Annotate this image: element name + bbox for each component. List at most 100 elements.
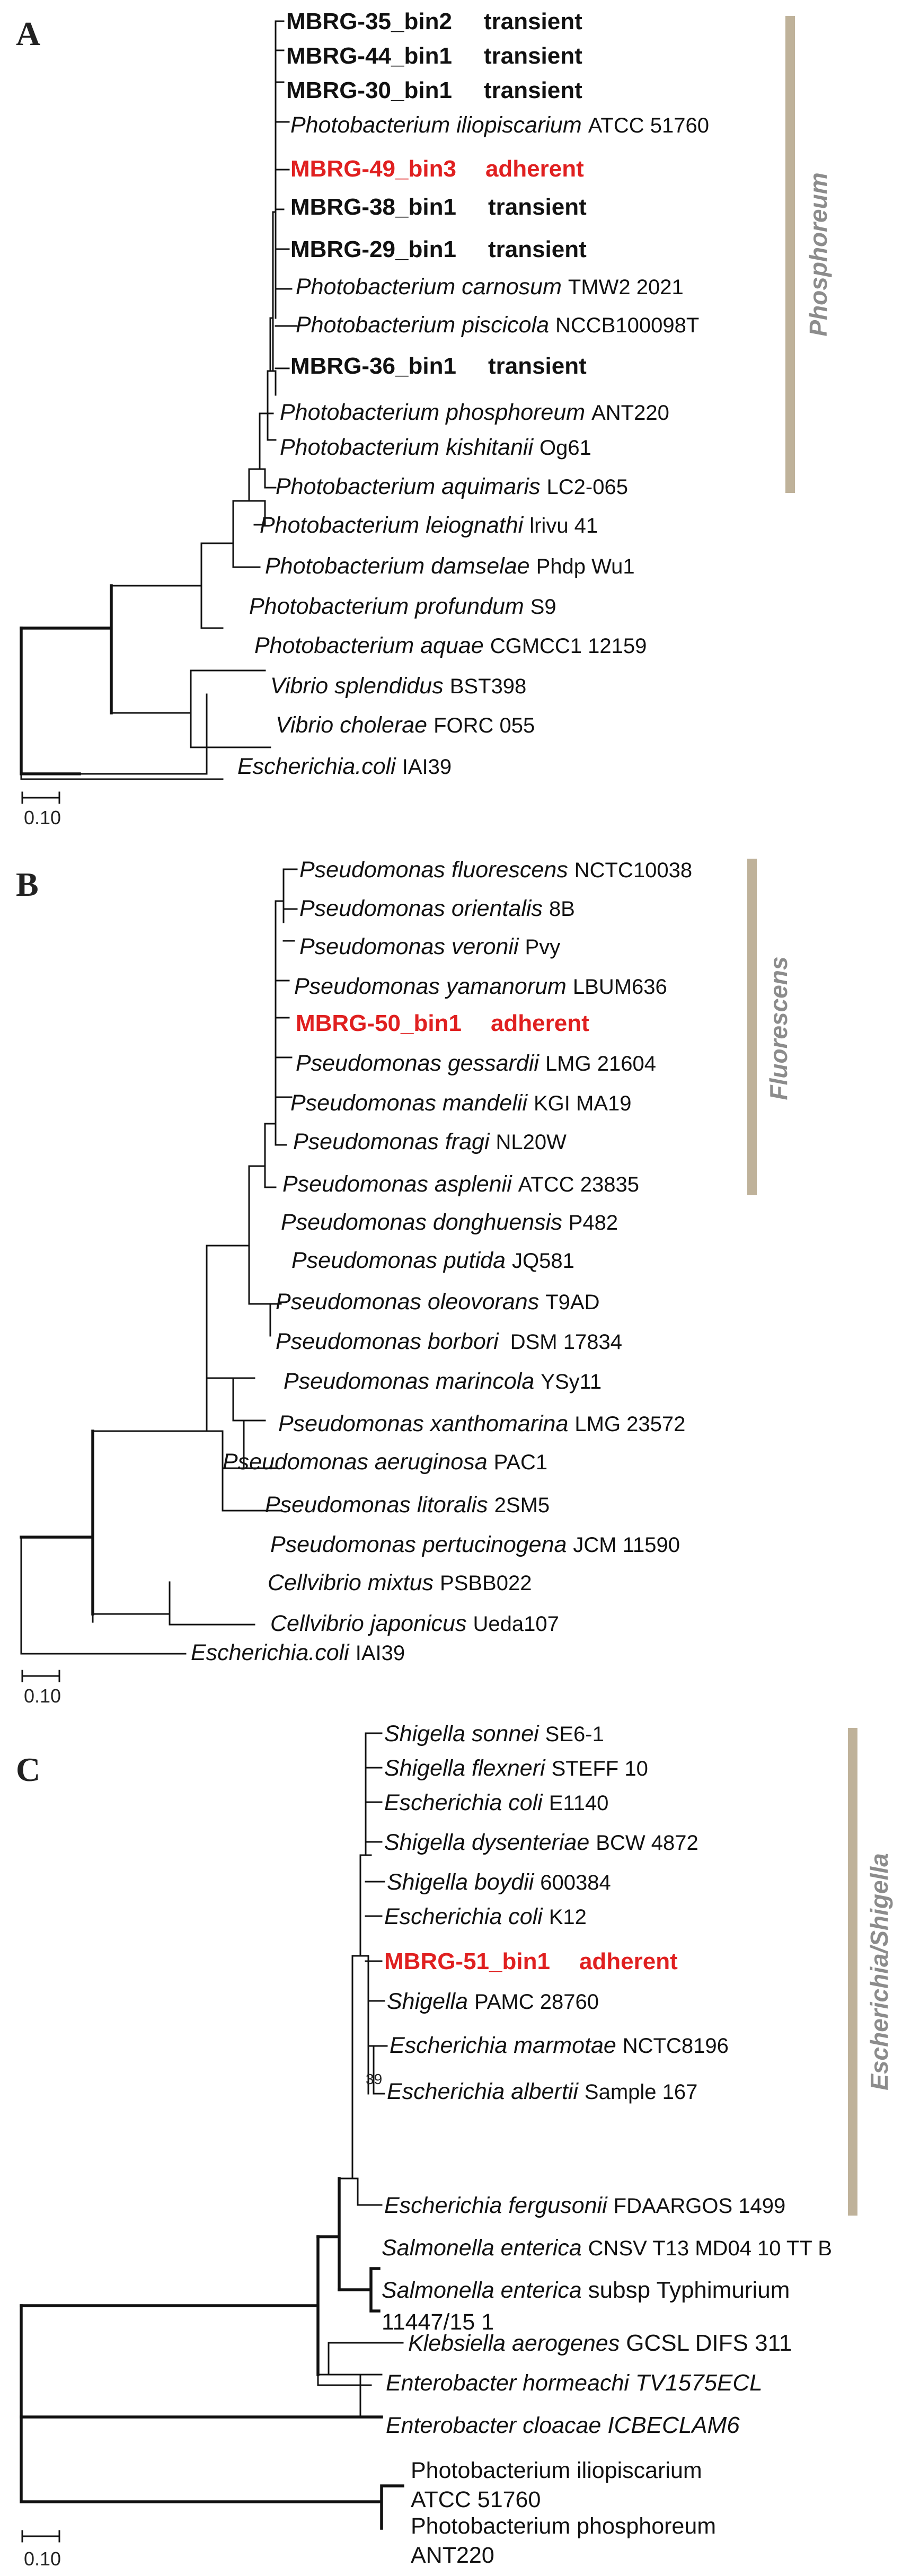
leaf-b-6: Pseudomonas gessardii — [296, 1051, 539, 1076]
panel-b-clade-bar — [747, 859, 757, 1195]
leaf-c-6: Escherichia coli — [384, 1904, 543, 1929]
panel-c-scale-label: 0.10 — [24, 2548, 61, 2570]
leaf-c-2: Shigella flexneri — [384, 1755, 546, 1781]
panel-b-scale-label: 0.10 — [24, 1685, 61, 1707]
panel-c-branches — [20, 1732, 404, 2530]
leaf-c-15: Enterobacter hormeachi — [386, 2370, 630, 2396]
panel-b-branches — [20, 868, 298, 1655]
leaf-c-16: Enterobacter cloacae — [386, 2413, 601, 2438]
leaf-a-16: Photobacterium profundum — [249, 594, 524, 619]
panel-b: B Fluorescens Pseudomonas fluorescens NCT… — [16, 857, 792, 1707]
leaf-c-9: Escherichia marmotae — [390, 2033, 616, 2058]
leaf-a-3: MBRG-30_bin1 — [286, 77, 452, 103]
leaf-a-6: MBRG-38_bin1 — [290, 194, 456, 220]
leaf-c-17-line2: ATCC 51760 — [411, 2487, 541, 2512]
leaf-c-4: Shigella dysenteriae — [384, 1830, 589, 1855]
leaf-a-13: Photobacterium aquimaris — [276, 474, 541, 499]
panel-c: C Escherichia/Shigella 39 Shigella sonne… — [16, 1721, 893, 2570]
leaf-a-4: Photobacterium iliopiscarium — [290, 112, 582, 138]
leaf-c-18-line2: ANT220 — [411, 2543, 494, 2568]
panel-a-leaves: MBRG-35_bin2 transient MBRG-44_bin1 transi… — [237, 8, 709, 779]
leaf-c-1: Shigella sonnei — [384, 1721, 539, 1746]
leaf-a-9: Photobacterium piscicola — [296, 312, 549, 338]
leaf-c-7: MBRG-51_bin1 — [384, 1948, 550, 1974]
leaf-a-20: Escherichia.coli — [237, 754, 396, 779]
leaf-c-13-line2: 11447/15 1 — [382, 2309, 494, 2335]
leaf-a-1: MBRG-35_bin2 — [286, 8, 452, 34]
panel-b-scale-bar: 0.10 — [21, 1670, 61, 1707]
leaf-c-14: Klebsiella aerogenes — [408, 2331, 620, 2356]
panel-a-branches — [20, 20, 298, 780]
panel-c-clade-label: Escherichia/Shigella — [865, 1853, 893, 2090]
panel-a-scale-bar: 0.10 — [21, 791, 61, 828]
panel-a-letter: A — [16, 15, 40, 52]
leaf-c-17: Photobacterium iliopiscarium — [411, 2458, 702, 2483]
leaf-b-19: Cellvibrio mixtus — [268, 1570, 434, 1595]
leaf-b-2: Pseudomonas orientalis — [299, 896, 543, 921]
panel-c-node-label: 39 — [366, 2071, 382, 2087]
leaf-c-5: Shigella boydii — [387, 1869, 535, 1895]
leaf-b-14: Pseudomonas marincola — [284, 1369, 534, 1394]
leaf-b-10: Pseudomonas donghuensis — [281, 1210, 562, 1235]
leaf-b-17: Pseudomonas litoralis — [265, 1492, 488, 1518]
leaf-c-8: Shigella — [387, 1989, 468, 2014]
leaf-b-8: Pseudomonas fragi — [293, 1129, 490, 1154]
leaf-b-16: Pseudomonas aeruginosa — [223, 1449, 488, 1475]
leaf-b-13: Pseudomonas borbori — [276, 1329, 499, 1354]
panel-b-letter: B — [16, 866, 39, 903]
leaf-b-21: Escherichia.coli — [191, 1640, 350, 1665]
panel-b-leaves: Pseudomonas fluorescens NCTC10038 Pseudom… — [191, 857, 692, 1665]
panel-a-clade-label: Phosphoreum — [804, 172, 832, 336]
leaf-b-4: Pseudomonas yamanorum — [294, 974, 567, 999]
leaf-c-10: Escherichia albertii — [387, 2079, 579, 2104]
leaf-a-12: Photobacterium kishitanii — [280, 435, 534, 460]
leaf-b-3: Pseudomonas veronii — [299, 934, 519, 959]
leaf-b-12: Pseudomonas oleovorans — [276, 1289, 539, 1315]
leaf-c-18: Photobacterium phosphoreum — [411, 2513, 716, 2539]
leaf-a-10: MBRG-36_bin1 — [290, 353, 456, 379]
leaf-b-11: Pseudomonas putida — [291, 1248, 506, 1273]
leaf-a-8: Photobacterium carnosum — [296, 274, 562, 299]
leaf-b-7: Pseudomonas mandelii — [290, 1090, 528, 1116]
leaf-b-5: MBRG-50_bin1 — [296, 1010, 462, 1036]
leaf-c-3: Escherichia coli — [384, 1790, 543, 1815]
